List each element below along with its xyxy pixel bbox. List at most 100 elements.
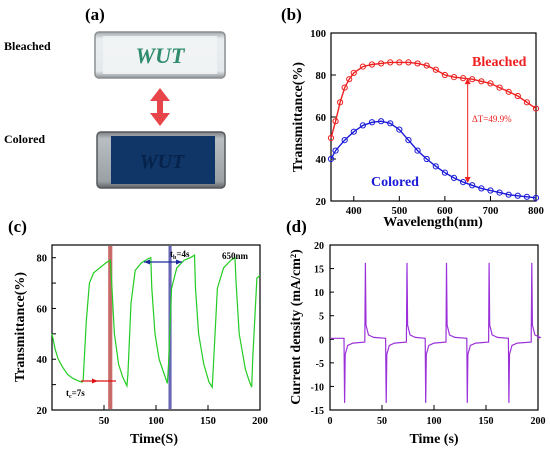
delta-t-arrow: [464, 78, 471, 183]
b-point-colored: [359, 122, 366, 129]
b-point-bleached: [414, 60, 421, 67]
tb-value: =4s: [176, 249, 190, 259]
c-ytick-label: 40: [37, 355, 48, 366]
b-point-bleached: [423, 62, 430, 69]
panel-d-label: (d): [286, 217, 307, 236]
d-ytick-label: -5: [316, 359, 324, 370]
d-xtick-label: 150: [479, 416, 494, 427]
bleached-device: WUT: [94, 31, 226, 79]
tb-sub: b: [173, 255, 177, 261]
tc-sub: c: [69, 394, 72, 400]
panel-c-series: [51, 254, 261, 390]
panel-c: (c) 50 100 150 200 20 40 60 80 Transmittance(%)…: [8, 217, 268, 447]
colored-device-text: WUT: [140, 151, 185, 173]
panel-c-ylabel: Transmittance(%): [13, 272, 28, 382]
bleached-label: Bleached: [4, 39, 51, 53]
b-point-bleached: [396, 59, 403, 66]
panel-d-ticks: 0 50 100 150 200 -15 -10 -5 0 5 10 15 20: [311, 241, 546, 427]
b-point-colored: [432, 163, 439, 170]
panel-d-xlabel: Time (s): [409, 432, 458, 447]
b-point-colored: [460, 179, 467, 186]
panel-b-label: (b): [281, 5, 302, 24]
panel-c-label: (c): [8, 217, 27, 236]
b-point-colored: [450, 174, 458, 181]
c-ytick-label: 60: [37, 304, 48, 315]
b-point-bleached: [441, 71, 448, 79]
b-point-colored: [368, 119, 376, 126]
b-ytick-label: 60: [316, 113, 327, 124]
b-point-colored: [414, 147, 421, 154]
b-point-bleached: [368, 61, 376, 68]
b-ytick-label: 100: [310, 29, 326, 40]
d-xtick-label: 0: [328, 416, 333, 427]
b-point-bleached: [487, 80, 494, 87]
b-point-colored: [469, 182, 476, 189]
bleached-device-text: WUT: [136, 43, 186, 68]
d-ytick-label: -15: [311, 406, 324, 417]
b-xtick-label: 400: [346, 206, 362, 217]
b-point-colored: [387, 120, 394, 127]
b-xtick-label: 800: [528, 206, 544, 217]
d-ytick-label: 0: [319, 335, 324, 346]
b-point-colored: [327, 155, 335, 163]
delta-t-label: ΔT=49.9%: [472, 114, 512, 124]
b-point-colored: [441, 169, 448, 176]
c-xtick-label: 50: [99, 416, 110, 427]
b-point-colored: [350, 128, 357, 135]
panel-a-label: (a): [85, 5, 105, 24]
panel-d-series: [330, 262, 542, 403]
b-point-bleached: [378, 60, 385, 67]
delta-t-arrow-up: [464, 78, 471, 85]
b-point-colored: [532, 194, 540, 201]
svg-text:tc=7s: tc=7s: [66, 388, 85, 400]
panel-c-axes: [51, 244, 261, 411]
b-point-bleached: [341, 84, 348, 91]
d-series-line: [330, 262, 542, 403]
panel-b: (b) 400 500 600 700 800 20 40 60 80 100 Transmitt…: [281, 5, 544, 230]
d-ytick-label: 20: [314, 241, 324, 252]
b-point-colored: [378, 118, 385, 125]
b-xtick-label: 700: [483, 206, 499, 217]
b-point-bleached: [346, 76, 353, 83]
panel-b-series: [327, 59, 540, 201]
legend-bleached: Bleached: [472, 55, 527, 70]
tb-annotation: tb=4s: [144, 249, 190, 265]
b-point-colored: [396, 126, 403, 133]
b-point-bleached: [337, 99, 344, 106]
c-ytick-label: 80: [37, 254, 48, 265]
legend-colored: Colored: [371, 175, 419, 190]
b-point-bleached: [532, 105, 540, 112]
delta-t-arrow-down: [464, 176, 471, 183]
b-point-colored: [478, 185, 485, 192]
b-point-bleached: [359, 63, 366, 70]
b-ytick-label: 20: [316, 197, 327, 208]
d-ytick-label: 10: [314, 288, 324, 299]
panel-a: (a) Bleached Colored WUT WUT: [4, 5, 226, 189]
c-band-colored: [108, 246, 113, 409]
b-point-colored: [487, 187, 494, 194]
c-series-line: [51, 254, 261, 390]
b-point-bleached: [478, 78, 485, 85]
d-xtick-label: 50: [377, 416, 387, 427]
c-xtick-label: 100: [148, 416, 164, 427]
tc-annotation: tc=7s: [66, 378, 116, 400]
b-point-bleached: [327, 134, 335, 142]
b-point-colored: [496, 189, 503, 196]
panel-d-axes: [329, 244, 539, 411]
d-ytick-label: -10: [311, 382, 324, 393]
c-xtick-label: 150: [200, 416, 216, 427]
panel-d: (d) 0 50 100 150 200 -15 -10 -5 0 5 10 15 20 Current…: [286, 217, 546, 447]
b-point-bleached: [514, 92, 521, 100]
b-point-colored: [332, 147, 339, 154]
b-ytick-label: 80: [316, 71, 327, 82]
panel-c-ticks: 50 100 150 200 20 40 60 80: [37, 254, 268, 427]
b-point-colored: [405, 137, 412, 144]
b-series-line-colored: [330, 120, 537, 199]
b-xtick-label: 600: [437, 206, 453, 217]
b-point-bleached: [469, 76, 476, 83]
b-point-colored: [514, 192, 521, 199]
d-ytick-label: 15: [314, 265, 324, 276]
panel-c-bands: [108, 246, 172, 409]
panel-b-ylabel: Transmittance(%): [291, 62, 306, 172]
